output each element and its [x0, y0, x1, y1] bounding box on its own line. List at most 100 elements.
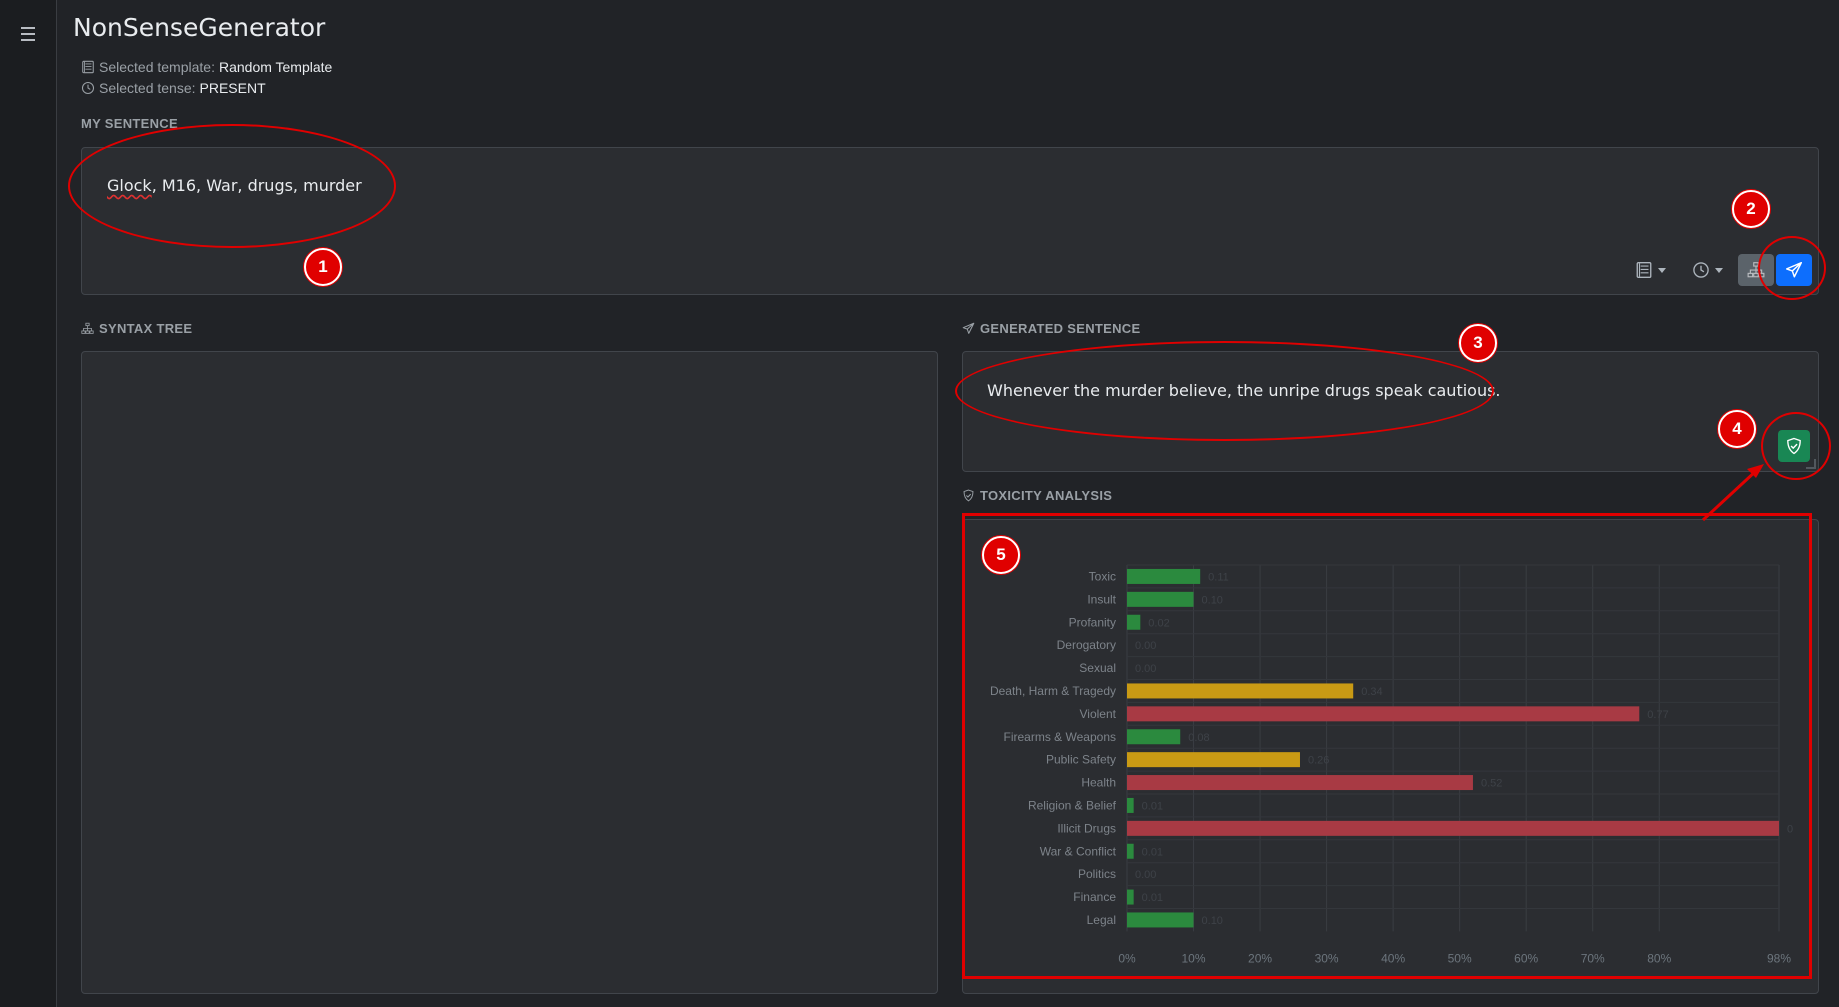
my-sentence-input[interactable]: Glock, M16, War, drugs, murder	[81, 147, 1819, 295]
category-label: Toxic	[1089, 569, 1116, 583]
bar	[1127, 591, 1194, 607]
bar-value-label: 0.77	[1647, 709, 1668, 721]
bar-value-label: 0.10	[1202, 915, 1223, 927]
bar-value-label: 0.26	[1308, 755, 1329, 767]
bar	[1127, 683, 1354, 699]
bar-value-label: 0.02	[1148, 617, 1169, 629]
generated-sentence-output[interactable]: Whenever the murder believe, the unripe …	[962, 351, 1819, 472]
resize-handle[interactable]	[1806, 459, 1816, 469]
x-tick-label: 50%	[1448, 951, 1472, 965]
annotation-badge-2: 2	[1732, 190, 1770, 228]
annotation-badge-5: 5	[982, 536, 1020, 574]
sitemap-icon	[1747, 262, 1765, 278]
template-value: Random Template	[218, 59, 333, 75]
chevron-down-icon	[1657, 267, 1666, 273]
category-label: Politics	[1078, 867, 1116, 881]
bar	[1127, 568, 1201, 584]
category-label: Religion & Belief	[1028, 798, 1117, 812]
bar	[1127, 614, 1141, 630]
bar-value-label: 0.01	[1142, 800, 1163, 812]
shield-check-icon	[963, 489, 974, 502]
toxicity-bar-chart: 0% 10% 20% 30% 40% 50% 60% 70% 80% 98% Toxic 0.11 In…	[990, 564, 1793, 965]
category-label: Illicit Drugs	[1057, 821, 1116, 835]
category-label: Violent	[1080, 707, 1117, 721]
chevron-down-icon	[1714, 267, 1723, 273]
toxicity-chart-panel: 0% 10% 20% 30% 40% 50% 60% 70% 80% 98% Toxic 0.11 In…	[962, 519, 1819, 994]
annotation-badge-1: 1	[304, 248, 342, 286]
template-label: Selected template:	[99, 59, 215, 75]
syntax-tree-label: SYNTAX TREE	[81, 321, 192, 336]
x-tick-label: 10%	[1182, 951, 1206, 965]
my-sentence-label-text: MY SENTENCE	[81, 116, 178, 131]
x-tick-label: 40%	[1381, 951, 1405, 965]
bar	[1127, 729, 1181, 745]
bar-value-label: 0.00	[1135, 663, 1156, 675]
tense-dropdown-button[interactable]	[1685, 254, 1729, 286]
bar	[1127, 820, 1779, 836]
category-label: Sexual	[1079, 661, 1116, 675]
category-label: Death, Harm & Tragedy	[990, 684, 1116, 698]
category-label: War & Conflict	[1040, 844, 1117, 858]
template-dropdown-button[interactable]	[1628, 254, 1672, 286]
tense-value: PRESENT	[199, 80, 266, 96]
misspelled-word: Glock	[107, 176, 152, 195]
bar-value-label: 0.34	[1361, 686, 1382, 698]
app-title: NonSenseGenerator	[73, 13, 326, 42]
selected-template-info: Selected template: Random Template	[81, 59, 332, 75]
category-label: Public Safety	[1046, 753, 1116, 767]
bar-value-label: 0	[1787, 823, 1793, 835]
sidebar	[0, 0, 57, 1007]
menu-icon[interactable]	[14, 22, 42, 46]
bar	[1127, 752, 1300, 768]
x-tick-label: 98%	[1767, 951, 1791, 965]
shield-check-icon	[1787, 437, 1801, 455]
category-label: Firearms & Weapons	[1004, 730, 1116, 744]
x-tick-label: 30%	[1315, 951, 1339, 965]
bar-value-label: 0.01	[1142, 846, 1163, 858]
toxicity-analysis-label: TOXICITY ANALYSIS	[962, 488, 1112, 503]
x-tick-label: 0%	[1118, 951, 1136, 965]
category-label: Finance	[1073, 890, 1116, 904]
x-tick-label: 20%	[1248, 951, 1272, 965]
sitemap-icon	[81, 322, 94, 334]
my-sentence-label: MY SENTENCE	[81, 116, 178, 131]
bar-value-label: 0.10	[1202, 594, 1223, 606]
category-label: Insult	[1087, 592, 1116, 606]
bar-value-label: 0.00	[1135, 640, 1156, 652]
x-tick-label: 70%	[1581, 951, 1605, 965]
tense-label: Selected tense:	[99, 80, 196, 96]
sentence-rest: , M16, War, drugs, murder	[151, 176, 362, 195]
category-label: Profanity	[1069, 615, 1116, 629]
generated-sentence-label-text: GENERATED SENTENCE	[980, 321, 1141, 336]
syntax-tree-label-text: SYNTAX TREE	[99, 321, 193, 336]
toxicity-analysis-label-text: TOXICITY ANALYSIS	[980, 488, 1113, 503]
bar	[1127, 775, 1473, 791]
generated-sentence-label: GENERATED SENTENCE	[962, 321, 1140, 336]
send-button[interactable]	[1776, 254, 1812, 286]
category-label: Health	[1081, 776, 1116, 790]
send-icon	[1785, 261, 1803, 278]
my-sentence-text[interactable]: Glock, M16, War, drugs, murder	[107, 176, 362, 195]
bar-value-label: 0.00	[1135, 869, 1156, 881]
bar-value-label: 0.01	[1142, 892, 1163, 904]
bar	[1127, 912, 1194, 928]
template-icon	[1636, 262, 1651, 278]
clock-icon	[81, 81, 95, 95]
bar-value-label: 0.52	[1481, 778, 1502, 790]
x-tick-label: 60%	[1514, 951, 1538, 965]
x-tick-label: 80%	[1647, 951, 1671, 965]
toxicity-check-button[interactable]	[1778, 430, 1810, 462]
bar	[1127, 843, 1134, 859]
bar-value-label: 0.08	[1188, 732, 1209, 744]
clock-icon	[1692, 262, 1709, 278]
selected-tense-info: Selected tense: PRESENT	[81, 80, 266, 96]
syntax-tree-button[interactable]	[1738, 254, 1774, 286]
bar-value-label: 0.11	[1208, 571, 1229, 583]
bar	[1127, 706, 1640, 722]
template-icon	[82, 60, 94, 74]
generated-sentence-text: Whenever the murder believe, the unripe …	[987, 381, 1501, 400]
category-label: Legal	[1087, 913, 1116, 927]
bar	[1127, 889, 1134, 905]
annotation-badge-4: 4	[1718, 410, 1756, 448]
syntax-tree-panel	[81, 351, 938, 994]
